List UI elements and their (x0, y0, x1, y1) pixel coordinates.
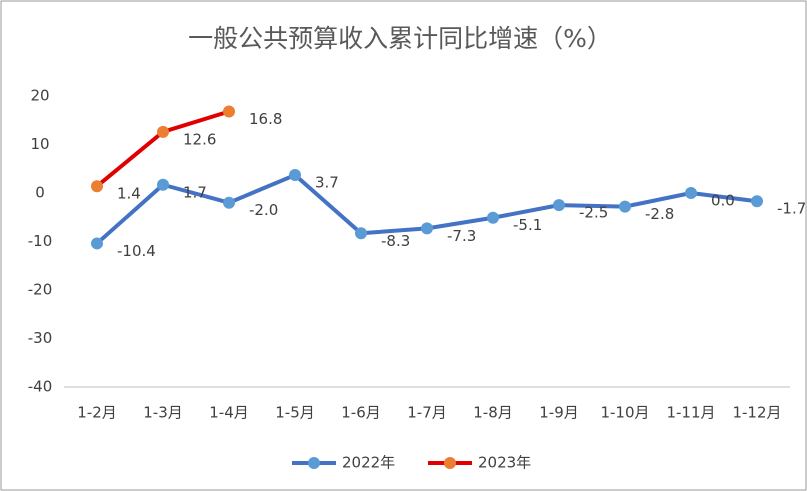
data-label: -5.1 (513, 216, 542, 234)
data-label: -7.3 (447, 227, 476, 245)
data-label: 0.0 (711, 192, 735, 210)
data-point (487, 211, 499, 224)
data-point (157, 125, 169, 138)
x-tick-label: 1-7月 (407, 404, 447, 422)
x-tick-label: 1-11月 (666, 404, 715, 422)
data-point (685, 187, 697, 199)
data-point (157, 178, 169, 191)
y-tick-label: -20 (28, 281, 53, 299)
x-tick-label: 1-6月 (341, 404, 381, 422)
y-tick-label: -40 (28, 378, 53, 396)
x-tick-label: 1-12月 (732, 404, 781, 422)
x-tick-label: 1-4月 (209, 404, 249, 422)
data-point (619, 200, 631, 213)
x-tick-label: 1-9月 (539, 404, 579, 422)
data-label: 3.7 (315, 174, 339, 192)
y-tick-label: 20 (30, 87, 49, 105)
x-tick-label: 1-8月 (473, 404, 513, 422)
data-point (289, 169, 301, 182)
legend-label: 2023年 (478, 454, 531, 472)
x-tick-label: 1-2月 (77, 404, 117, 422)
data-point (91, 237, 103, 250)
legend-label: 2022年 (342, 454, 395, 472)
chart-title: 一般公共预算收入累计同比增速（%） (188, 24, 612, 53)
x-tick-label: 1-10月 (600, 404, 649, 422)
legend-marker (444, 457, 456, 469)
y-tick-label: -30 (28, 329, 53, 347)
legend-marker (308, 457, 320, 469)
data-point (223, 105, 235, 118)
data-point (553, 199, 565, 212)
data-label: -10.4 (117, 242, 156, 260)
data-label: -2.8 (645, 205, 674, 223)
data-point (421, 222, 433, 235)
data-label: -8.3 (381, 232, 410, 250)
y-tick-label: 10 (30, 135, 49, 153)
x-tick-label: 1-5月 (275, 404, 315, 422)
data-label: -1.7 (777, 200, 806, 218)
data-label: -2.0 (249, 201, 278, 219)
data-label: 1.7 (183, 183, 207, 201)
x-tick-label: 1-3月 (143, 404, 183, 422)
data-point (91, 180, 103, 193)
y-tick-label: 0 (35, 184, 45, 202)
y-tick-label: -10 (28, 232, 53, 250)
data-point (751, 195, 763, 208)
data-point (223, 196, 235, 209)
data-label: -2.5 (579, 204, 608, 222)
data-label: 12.6 (183, 130, 216, 148)
data-label: 16.8 (249, 110, 282, 128)
data-point (355, 227, 367, 240)
data-label: 1.4 (117, 185, 141, 203)
